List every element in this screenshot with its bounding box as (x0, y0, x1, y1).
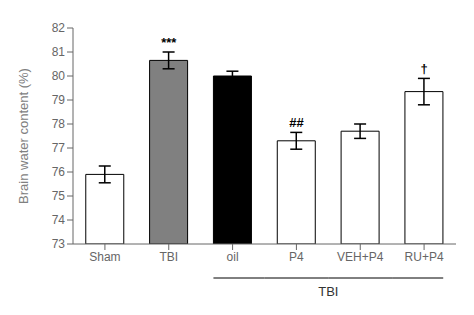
svg-text:82: 82 (52, 21, 66, 35)
svg-text:78: 78 (52, 117, 66, 131)
svg-text:TBI: TBI (318, 284, 338, 299)
svg-text:76: 76 (52, 165, 66, 179)
svg-text:##: ## (289, 115, 304, 130)
svg-text:P4: P4 (289, 250, 304, 264)
svg-text:80: 80 (52, 69, 66, 83)
svg-text:77: 77 (52, 141, 66, 155)
svg-text:75: 75 (52, 189, 66, 203)
svg-text:79: 79 (52, 93, 66, 107)
svg-text:†: † (420, 61, 427, 76)
svg-text:81: 81 (52, 45, 66, 59)
svg-text:Brain water content (%): Brain water content (%) (16, 68, 31, 204)
svg-text:***: *** (161, 35, 177, 50)
svg-text:TBI: TBI (159, 250, 178, 264)
svg-text:RU+P4: RU+P4 (405, 250, 444, 264)
svg-text:74: 74 (52, 213, 66, 227)
svg-text:oil: oil (227, 250, 239, 264)
svg-text:Sham: Sham (89, 250, 120, 264)
svg-text:73: 73 (52, 237, 66, 251)
svg-text:VEH+P4: VEH+P4 (337, 250, 384, 264)
